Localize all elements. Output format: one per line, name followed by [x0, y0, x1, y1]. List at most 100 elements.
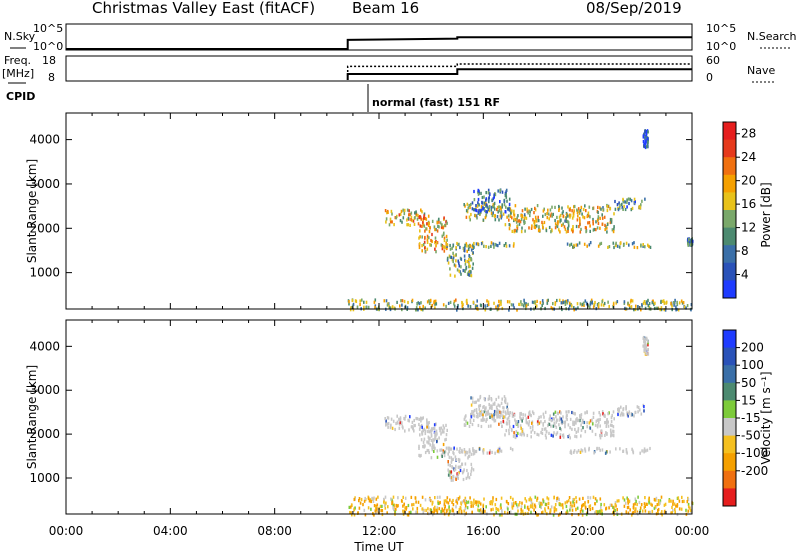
- data-cell: [584, 501, 586, 505]
- data-cell: [505, 242, 507, 246]
- data-cell: [536, 498, 538, 502]
- data-cell: [493, 207, 496, 211]
- data-cell: [474, 449, 477, 454]
- data-cell: [678, 499, 681, 503]
- data-cell: [502, 410, 505, 414]
- data-cell: [547, 497, 550, 501]
- data-cell: [612, 429, 614, 433]
- data-cell: [464, 502, 467, 506]
- data-cell: [661, 299, 664, 303]
- data-cell: [483, 497, 485, 501]
- data-cell: [625, 510, 628, 514]
- data-cell: [422, 416, 424, 420]
- data-cell: [380, 508, 382, 513]
- data-cell: [454, 467, 457, 471]
- data-cell: [599, 509, 601, 513]
- data-cell: [647, 304, 650, 308]
- data-cell: [633, 197, 636, 201]
- data-cell: [584, 447, 586, 451]
- data-cell: [442, 226, 444, 230]
- data-cell: [392, 495, 395, 499]
- data-cell: [655, 306, 658, 310]
- colorbar-segment: [723, 365, 736, 384]
- data-cell: [453, 468, 456, 472]
- data-cell: [576, 218, 579, 222]
- data-cell: [589, 300, 592, 304]
- data-cell: [421, 495, 424, 499]
- data-cell: [468, 262, 470, 266]
- data-cell: [528, 498, 530, 502]
- data-cell: [414, 423, 416, 428]
- data-cell: [637, 410, 639, 414]
- data-cell: [426, 448, 429, 453]
- data-cell: [452, 457, 454, 461]
- data-cell: [605, 420, 607, 425]
- data-cell: [399, 421, 402, 425]
- data-cell: [541, 431, 544, 435]
- data-cell: [449, 464, 451, 468]
- data-cell: [408, 510, 411, 515]
- data-cell: [634, 200, 636, 204]
- data-cell: [659, 308, 662, 312]
- data-cell: [428, 299, 430, 303]
- y-tick-label: 1000: [29, 471, 60, 485]
- data-cell: [653, 302, 655, 307]
- data-cell: [625, 407, 627, 411]
- data-cell: [578, 241, 581, 245]
- data-cell: [477, 192, 480, 196]
- data-cell: [443, 249, 446, 253]
- data-cell: [543, 220, 546, 225]
- data-cell: [646, 137, 649, 141]
- data-cell: [602, 412, 604, 416]
- data-cell: [631, 513, 633, 517]
- data-cell: [450, 447, 452, 451]
- data-cell: [637, 406, 640, 410]
- data-cell: [522, 416, 524, 420]
- data-cell: [589, 504, 592, 508]
- data-cell: [614, 501, 617, 505]
- data-cell: [520, 433, 523, 437]
- data-cell: [442, 232, 445, 237]
- data-cell: [378, 308, 380, 312]
- data-cell: [500, 210, 503, 214]
- data-cell: [508, 432, 510, 436]
- data-cell: [418, 242, 421, 246]
- data-cell: [490, 205, 493, 209]
- data-cell: [415, 306, 418, 310]
- data-cell: [458, 449, 460, 454]
- data-cell: [607, 420, 609, 424]
- data-cell: [529, 498, 532, 502]
- data-cell: [559, 213, 562, 218]
- data-cell: [631, 447, 633, 451]
- data-cell: [446, 258, 449, 262]
- data-cell: [476, 204, 479, 208]
- data-cell: [573, 209, 575, 213]
- data-cell: [354, 299, 357, 303]
- data-cell: [498, 241, 501, 245]
- data-cell: [644, 509, 647, 513]
- data-cell: [426, 425, 428, 429]
- data-cell: [446, 221, 448, 225]
- data-cell: [409, 415, 411, 419]
- data-cell: [460, 265, 462, 269]
- data-cell: [639, 451, 641, 455]
- data-cell: [499, 513, 501, 517]
- data-cell: [385, 299, 388, 303]
- data-cell: [468, 203, 470, 208]
- data-cell: [431, 239, 433, 243]
- data-cell: [464, 262, 467, 266]
- data-cell: [565, 511, 567, 515]
- data-cell: [506, 215, 508, 219]
- data-cell: [468, 273, 470, 277]
- data-cell: [484, 202, 487, 206]
- data-cell: [489, 406, 492, 410]
- data-cell: [451, 500, 453, 504]
- data-cell: [647, 498, 650, 502]
- data-cell: [480, 424, 483, 429]
- y-tick-label: 4000: [29, 133, 60, 147]
- data-cell: [496, 207, 498, 212]
- data-cell: [612, 230, 615, 234]
- data-cell: [398, 426, 401, 430]
- data-cell: [632, 451, 635, 455]
- data-cell: [463, 254, 466, 258]
